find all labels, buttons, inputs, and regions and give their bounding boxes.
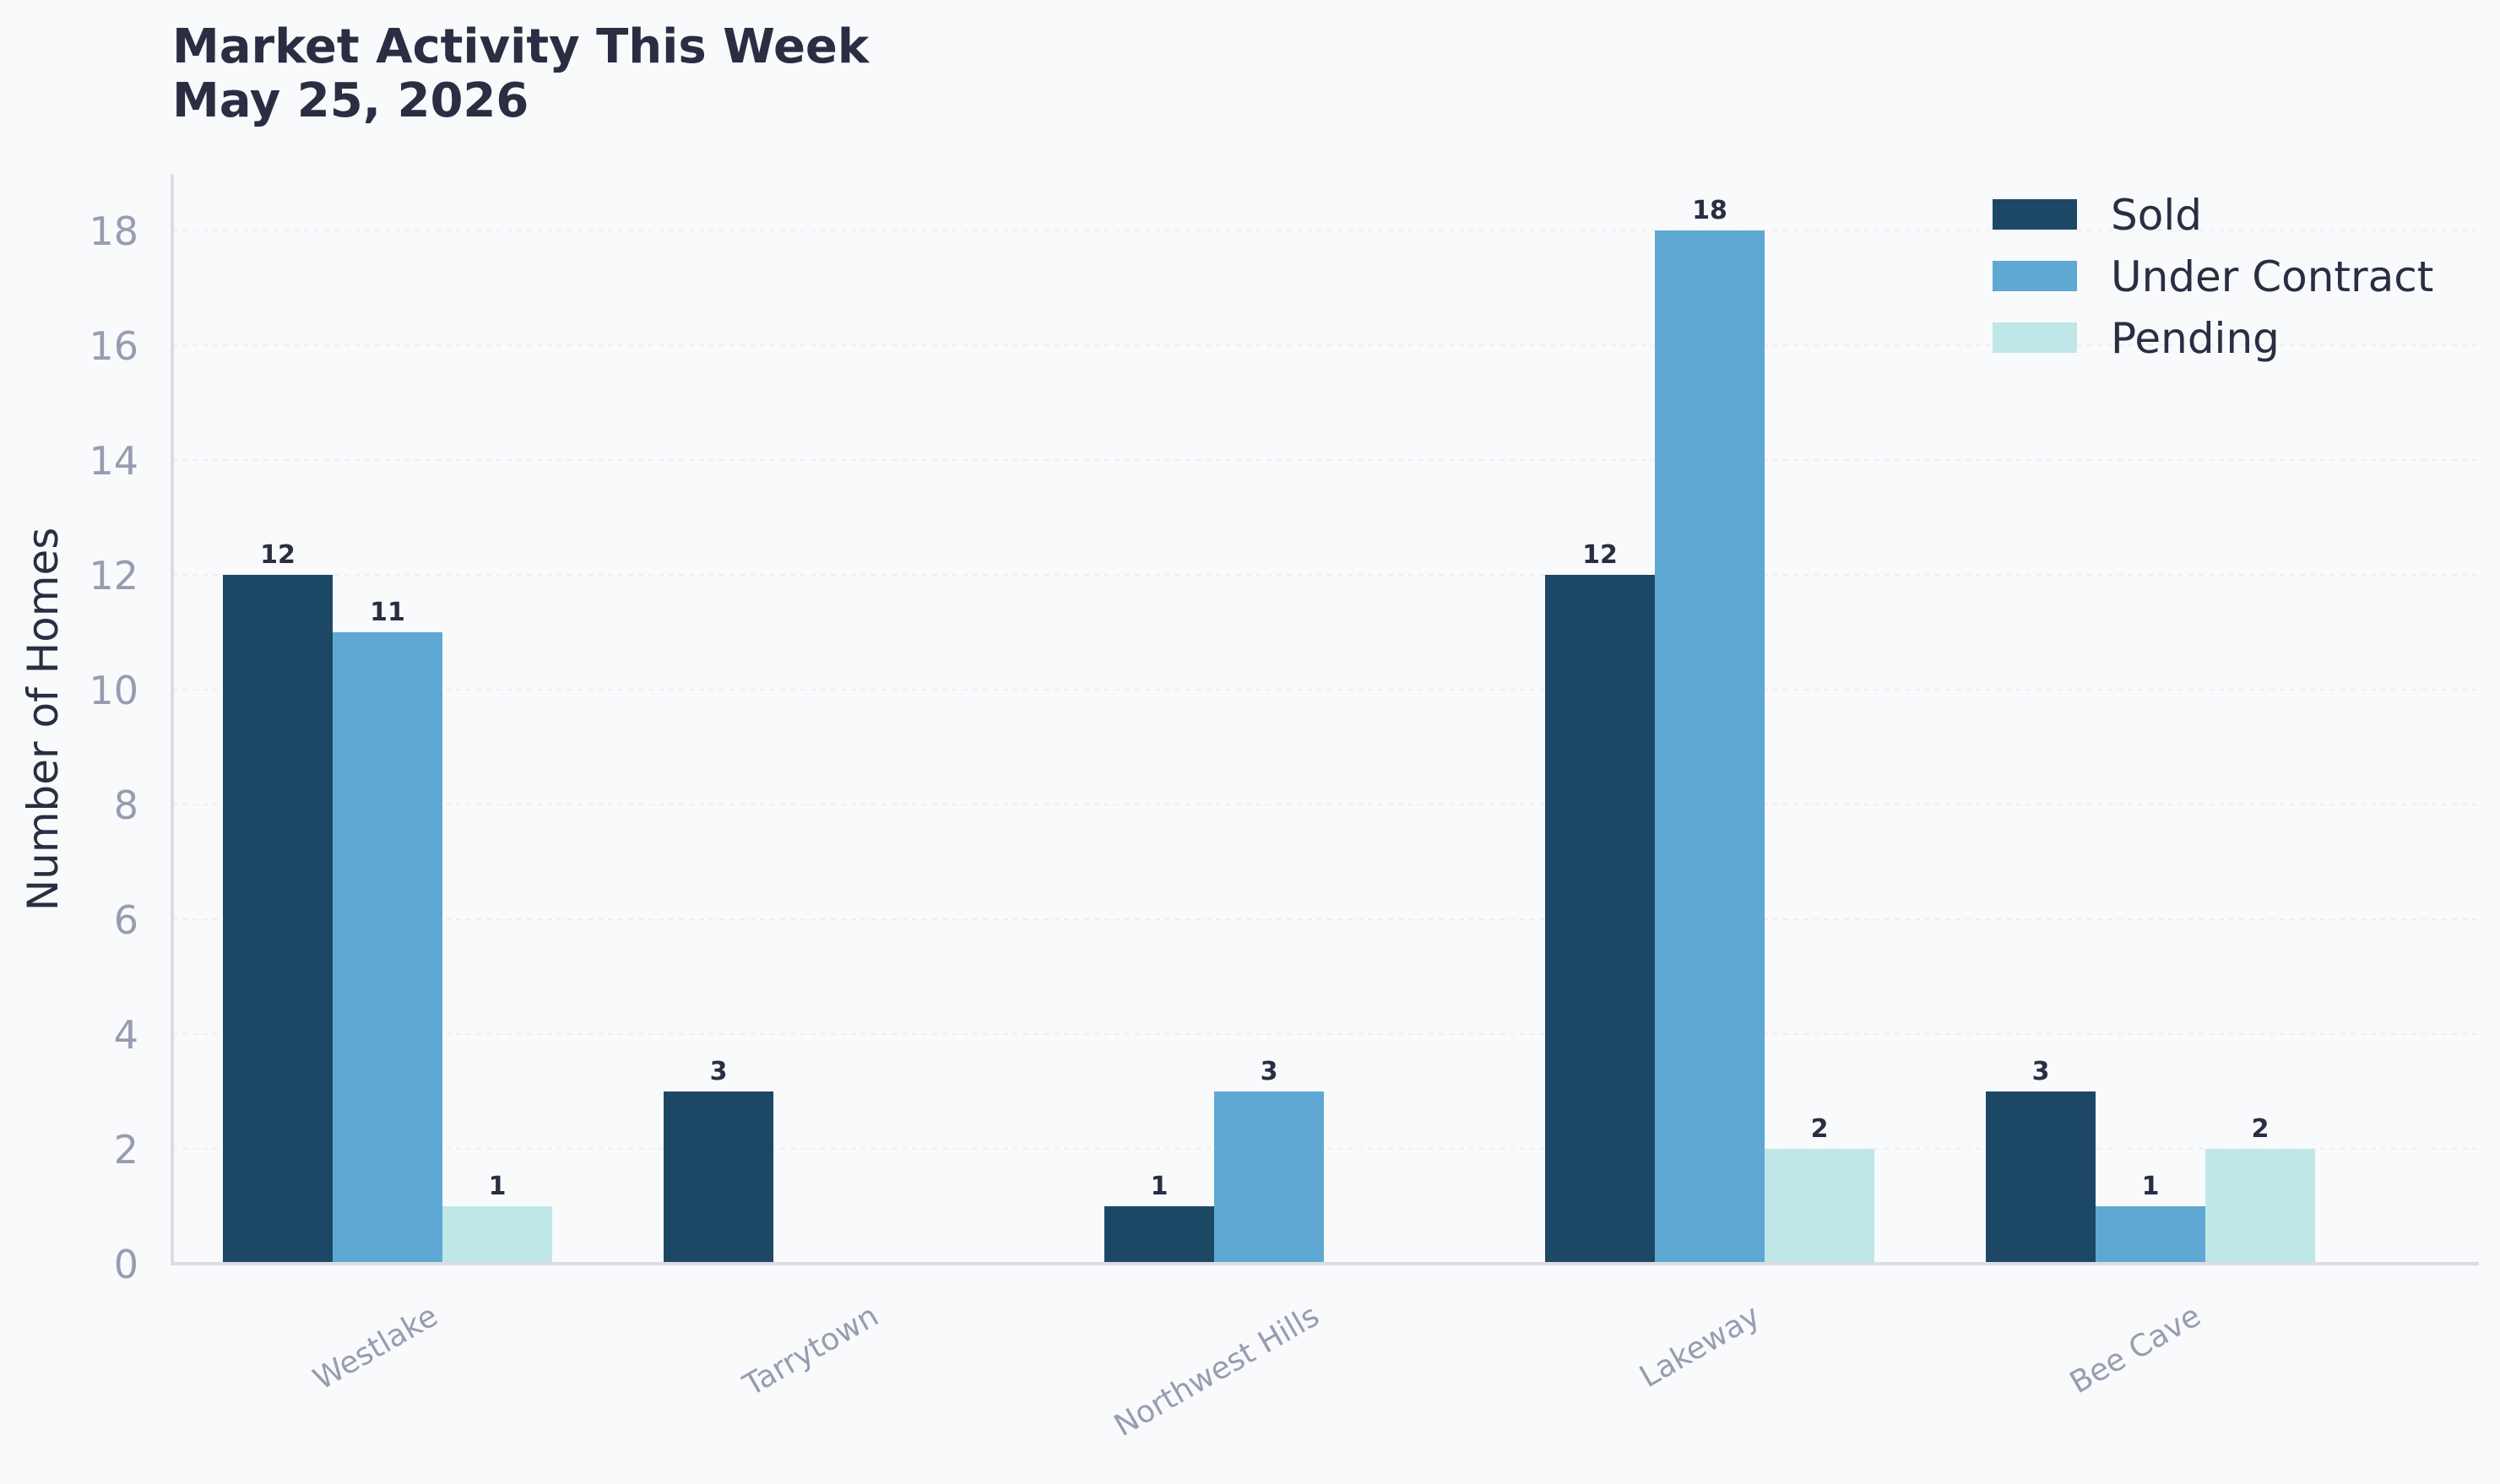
legend-swatch-under-contract xyxy=(1993,261,2077,291)
data-label: 1 xyxy=(1151,1172,1169,1201)
bar-sold-bee-cave xyxy=(1986,1091,2096,1264)
data-label: 3 xyxy=(1261,1057,1278,1086)
y-tick-label: 10 xyxy=(89,668,138,713)
x-tick-label: Lakeway xyxy=(1634,1298,1765,1395)
y-tick-label: 4 xyxy=(114,1012,138,1058)
bar-pending-bee-cave xyxy=(2205,1149,2315,1264)
y-tick-label: 14 xyxy=(89,438,138,484)
data-label: 2 xyxy=(2252,1114,2270,1144)
y-tick-label: 18 xyxy=(89,209,138,254)
y-tick-label: 2 xyxy=(114,1127,138,1173)
data-label: 12 xyxy=(260,540,296,570)
data-label: 1 xyxy=(489,1172,507,1201)
legend: Sold Under Contract Pending xyxy=(1993,191,2433,363)
bar-sold-northwest-hills xyxy=(1104,1206,1214,1264)
bar-under-contract-bee-cave xyxy=(2096,1206,2205,1264)
legend-label-under-contract: Under Contract xyxy=(2111,252,2433,301)
y-tick-label: 8 xyxy=(114,783,138,828)
legend-swatch-sold xyxy=(1993,199,2077,230)
bar-sold-tarrytown xyxy=(664,1091,773,1264)
x-tick-label: Tarrytown xyxy=(737,1298,884,1403)
data-label: 12 xyxy=(1582,540,1618,570)
x-tick-label: Westlake xyxy=(307,1298,443,1397)
x-tick-label: Northwest Hills xyxy=(1109,1298,1325,1443)
grid xyxy=(172,230,2479,1150)
legend-label-pending: Pending xyxy=(2111,314,2280,363)
bars xyxy=(223,230,2315,1264)
y-axis-label: Number of Homes xyxy=(19,528,68,912)
data-label: 18 xyxy=(1692,196,1727,225)
data-label: 3 xyxy=(2032,1057,2050,1086)
legend-swatch-pending xyxy=(1993,322,2077,353)
y-tick-label: 12 xyxy=(89,553,138,598)
chart-subtitle: May 25, 2026 xyxy=(172,73,529,128)
data-label: 1 xyxy=(2142,1172,2160,1201)
legend-label-sold: Sold xyxy=(2111,191,2202,240)
x-tick-label: Bee Cave xyxy=(2064,1298,2207,1400)
chart-title: Market Activity This Week xyxy=(172,19,870,74)
y-tick-label: 16 xyxy=(89,323,138,369)
y-tick-label: 0 xyxy=(114,1242,138,1287)
bar-under-contract-lakeway xyxy=(1655,230,1765,1264)
bar-sold-westlake xyxy=(223,575,333,1264)
bar-under-contract-northwest-hills xyxy=(1214,1091,1324,1264)
bar-under-contract-westlake xyxy=(333,632,442,1264)
y-tick-label: 6 xyxy=(114,897,138,943)
data-label: 11 xyxy=(370,598,405,627)
data-label: 3 xyxy=(710,1057,728,1086)
bar-pending-westlake xyxy=(442,1206,552,1264)
bar-pending-lakeway xyxy=(1765,1149,1874,1264)
data-label: 2 xyxy=(1811,1114,1829,1144)
bar-sold-lakeway xyxy=(1545,575,1655,1264)
